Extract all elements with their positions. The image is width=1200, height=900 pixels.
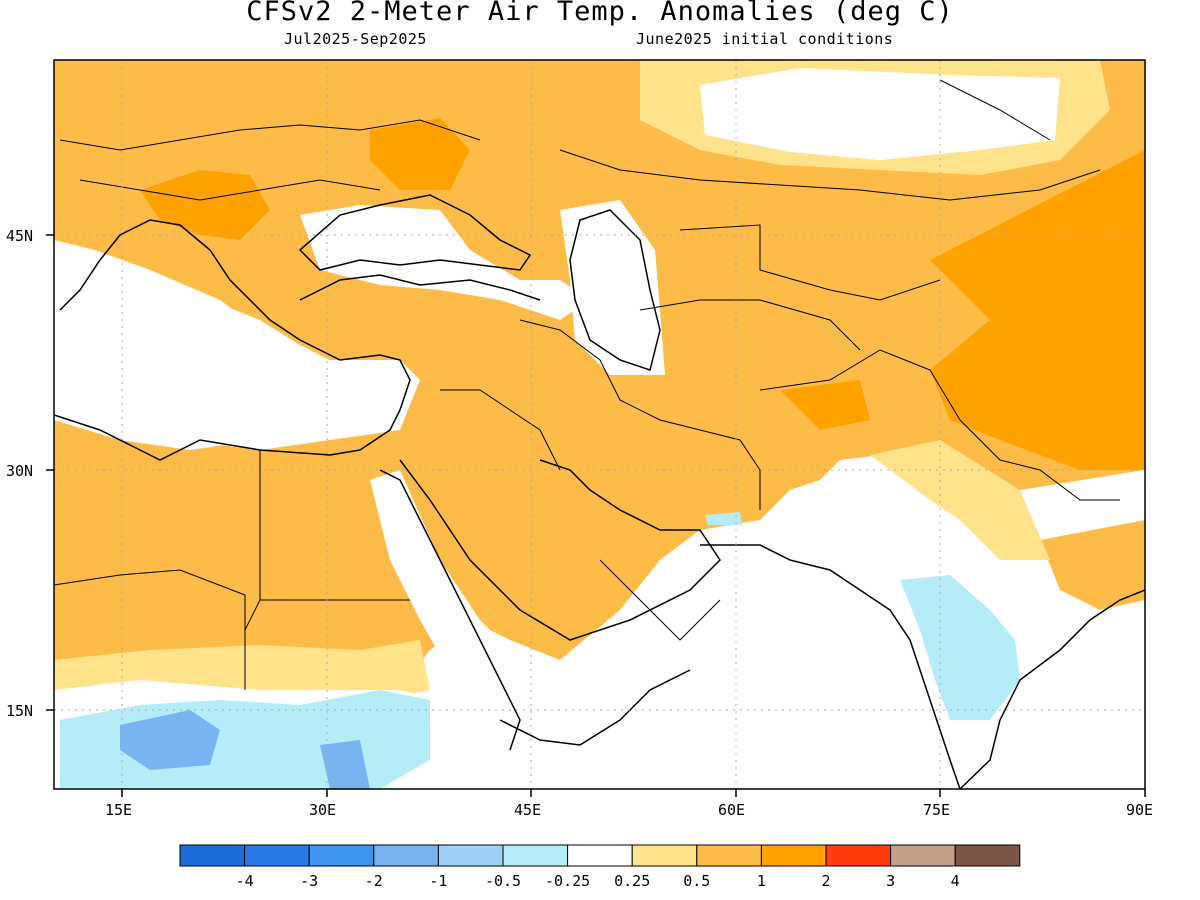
colorbar-swatch <box>308 844 375 867</box>
colorbar-label: 1 <box>757 872 766 890</box>
anomaly-sahel-cooler <box>120 710 220 770</box>
lat-label: 30N <box>6 462 33 480</box>
anomaly-blacksea-neutral <box>300 205 590 320</box>
colorbar-swatch <box>696 844 762 867</box>
colorbar-label: 3 <box>886 872 895 890</box>
colorbar-swatch <box>437 844 504 867</box>
colorbar-label: 4 <box>951 872 960 890</box>
colorbar-label: 0.5 <box>683 872 710 890</box>
lon-label: 90E <box>1126 801 1153 819</box>
colorbar-swatch <box>373 844 439 867</box>
lon-labels: 15E 30E 45E 60E 75E 90E <box>105 801 1153 819</box>
anomaly-redsea-neutral <box>370 470 540 730</box>
lon-label: 75E <box>923 801 950 819</box>
colorbar-swatch <box>954 844 1021 867</box>
colorbar-swatch <box>890 844 956 867</box>
colorbar-label: -4 <box>236 872 254 890</box>
forecast-period: Jul2025-Sep2025 <box>284 30 427 48</box>
anomaly-india-cool <box>900 575 1020 720</box>
anomaly-balkans-strong <box>140 170 270 240</box>
colorbar-swatch <box>502 844 569 867</box>
lat-labels: 45N 30N 15N <box>6 227 33 720</box>
colorbar: -4 -3 -2 -1 -0.5 -0.25 0.25 0.5 1 2 3 4 <box>179 844 1021 890</box>
colorbar-label: -0.25 <box>545 872 590 890</box>
anomaly-india-east-warm <box>1040 520 1145 610</box>
lon-label: 15E <box>105 801 132 819</box>
coastlines <box>54 194 1145 789</box>
political-borders <box>54 79 1120 690</box>
colorbar-swatch <box>760 844 827 867</box>
colorbar-swatch <box>244 844 310 867</box>
colorbar-label: -2 <box>365 872 383 890</box>
colorbar-swatch <box>179 844 246 867</box>
anomaly-russia-strong <box>370 118 470 190</box>
lat-label: 15N <box>6 702 33 720</box>
map-title: CFSv2 2-Meter Air Temp. Anomalies (deg C… <box>246 0 954 27</box>
anomaly-oman-cool <box>705 512 742 525</box>
lon-label: 45E <box>514 801 541 819</box>
colorbar-label: -3 <box>300 872 318 890</box>
lon-label: 30E <box>309 801 336 819</box>
colorbar-swatch <box>567 844 633 867</box>
lat-label: 45N <box>6 227 33 245</box>
colorbar-swatch <box>631 844 698 867</box>
gridlines <box>54 60 1145 789</box>
colorbar-label: -1 <box>429 872 447 890</box>
anomaly-mediterranean-neutral <box>54 250 420 450</box>
lon-label: 60E <box>718 801 745 819</box>
axis-ticks <box>46 234 1146 797</box>
colorbar-swatch <box>825 844 892 867</box>
initial-conditions: June2025 initial conditions <box>636 30 894 48</box>
colorbar-label: -0.5 <box>485 872 521 890</box>
anomaly-shading <box>54 60 1145 789</box>
colorbar-label: 0.25 <box>614 872 650 890</box>
anomaly-tibet-strong <box>930 150 1145 470</box>
anomaly-afghanistan-strong <box>780 380 870 430</box>
anomaly-sudan-cooler <box>320 740 370 789</box>
colorbar-label: 2 <box>821 872 830 890</box>
map-frame <box>53 59 1146 790</box>
anomaly-siberia-neutral <box>700 68 1060 160</box>
